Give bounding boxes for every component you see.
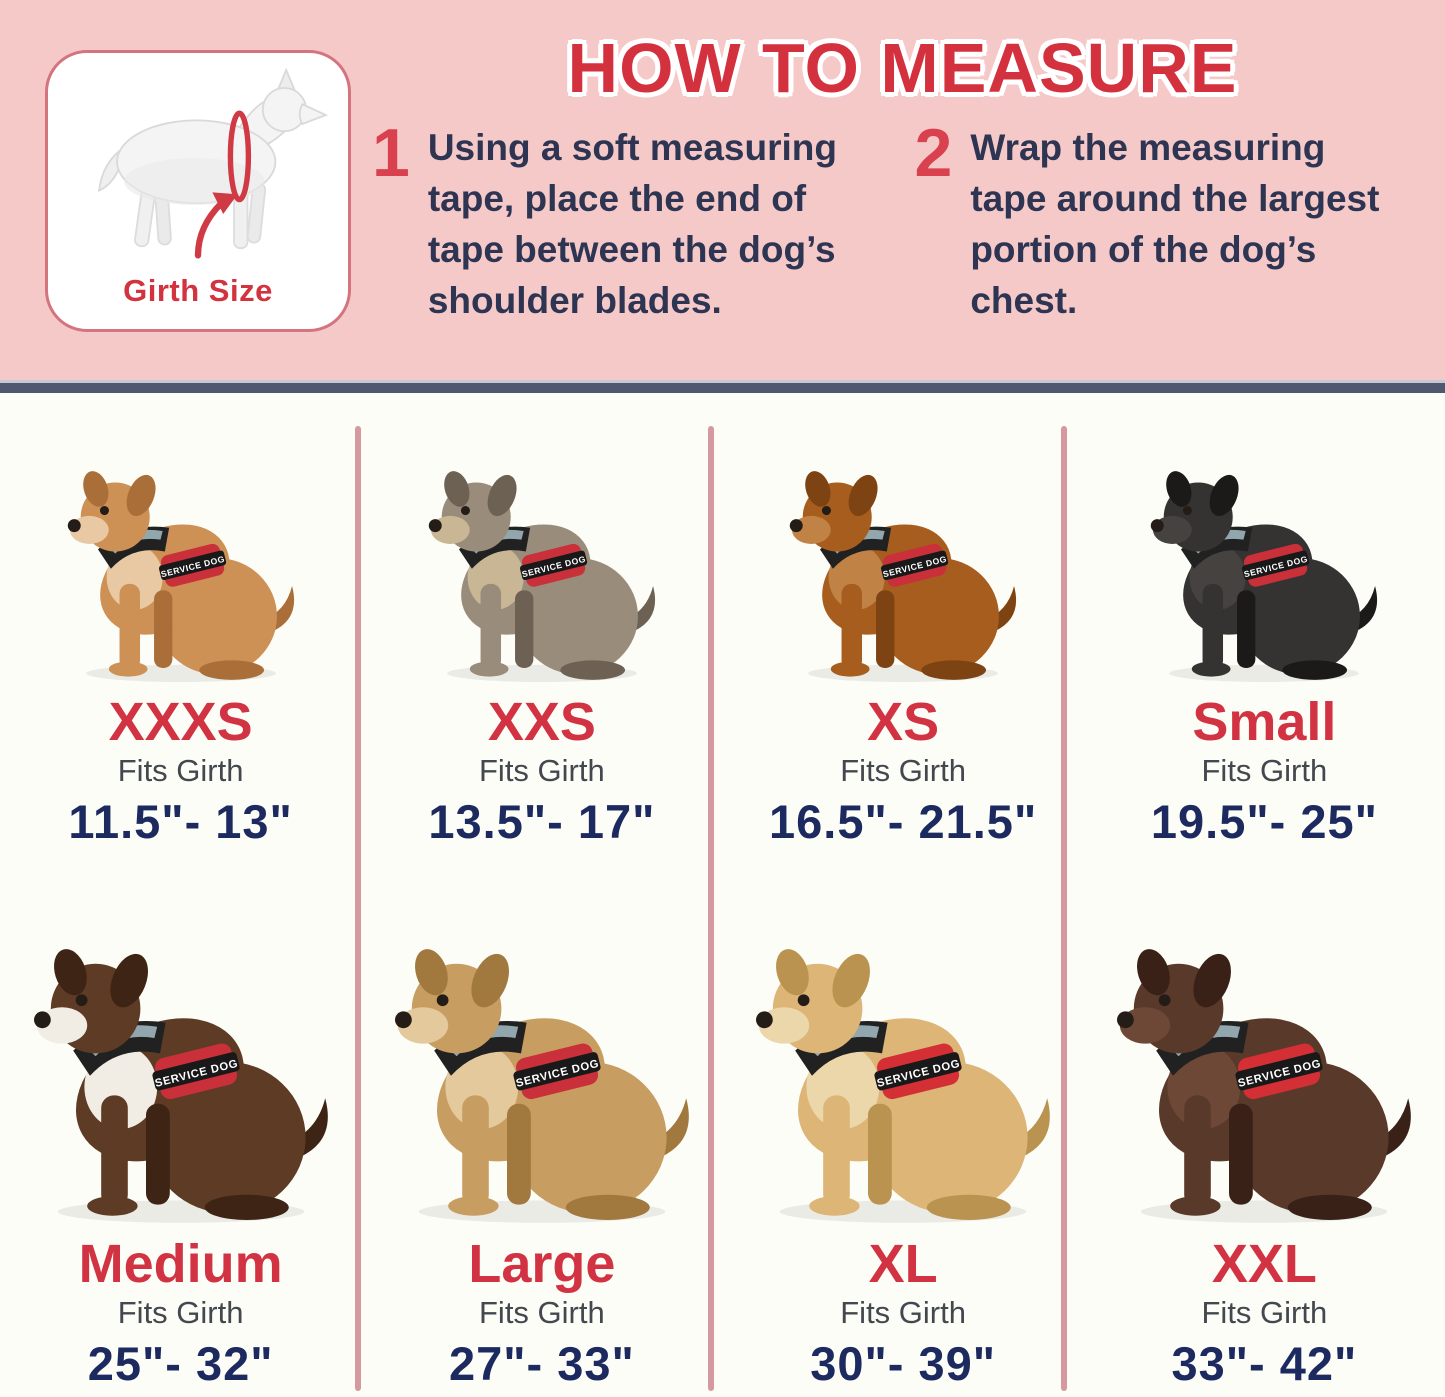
girth-size-box: Girth Size bbox=[45, 50, 351, 332]
size-grid: XXXS Fits Girth 11.5"- 13" XXS Fits Girt… bbox=[0, 393, 1445, 1397]
size-cell-xxl: XXL Fits Girth 33"- 42" bbox=[1084, 855, 1445, 1397]
girth-range: 13.5"- 17" bbox=[428, 794, 656, 848]
size-name: XXL bbox=[1211, 1233, 1317, 1294]
step-2-text: Wrap the measuring tape around the large… bbox=[970, 127, 1380, 322]
girth-range: 27"- 33" bbox=[448, 1336, 635, 1390]
fits-girth-label: Fits Girth bbox=[117, 753, 244, 789]
section-divider bbox=[0, 380, 1445, 393]
column-divider bbox=[1060, 426, 1067, 1391]
fits-girth-label: Fits Girth bbox=[840, 1295, 966, 1331]
size-name: Medium bbox=[78, 1233, 283, 1294]
dog-photo-xxl bbox=[1103, 930, 1425, 1230]
fits-girth-label: Fits Girth bbox=[479, 1295, 605, 1331]
girth-range: 25"- 32" bbox=[87, 1336, 274, 1390]
girth-dog-illustration bbox=[97, 67, 329, 259]
step-2-number: 2 bbox=[914, 115, 953, 191]
instruction-steps: 1 Using a soft measuring tape, place the… bbox=[372, 115, 1432, 326]
dog-photo-xxxs bbox=[57, 456, 305, 688]
girth-range: 19.5"- 25" bbox=[1150, 794, 1378, 848]
size-name: Large bbox=[468, 1233, 616, 1294]
page-title: HOW TO MEASURE bbox=[567, 29, 1238, 107]
fits-girth-label: Fits Girth bbox=[117, 1295, 244, 1331]
size-name: XXXS bbox=[108, 691, 253, 752]
girth-range: 11.5"- 13" bbox=[68, 794, 293, 848]
column-divider bbox=[355, 426, 362, 1391]
size-name: XS bbox=[867, 691, 940, 752]
size-cell-xs: XS Fits Girth 16.5"- 21.5" bbox=[723, 393, 1084, 855]
girth-arrow-head bbox=[212, 192, 238, 214]
size-cell-small: Small Fits Girth 19.5"- 25" bbox=[1084, 393, 1445, 855]
size-name: XL bbox=[868, 1233, 938, 1294]
size-cell-medium: Medium Fits Girth 25"- 32" bbox=[0, 855, 361, 1397]
dog-photo-medium bbox=[20, 930, 342, 1230]
girth-range: 16.5"- 21.5" bbox=[769, 794, 1038, 848]
dog-muzzle bbox=[298, 103, 329, 126]
dog-photo-large bbox=[381, 930, 703, 1230]
step-2: 2 Wrap the measuring tape around the lar… bbox=[914, 115, 1432, 326]
dog-photo-small bbox=[1140, 456, 1388, 688]
size-cell-xl: XL Fits Girth 30"- 39" bbox=[723, 855, 1084, 1397]
girth-range: 30"- 39" bbox=[810, 1336, 997, 1390]
fits-girth-label: Fits Girth bbox=[840, 753, 966, 789]
size-name: XXS bbox=[487, 691, 596, 752]
step-1-number: 1 bbox=[372, 115, 410, 191]
size-cell-large: Large Fits Girth 27"- 33" bbox=[361, 855, 722, 1397]
header: Girth Size HOW TO MEASURE 1 Using a soft… bbox=[0, 0, 1445, 380]
girth-band bbox=[227, 110, 252, 203]
dog-photo-xxs bbox=[418, 456, 666, 688]
step-1: 1 Using a soft measuring tape, place the… bbox=[372, 115, 889, 326]
size-name: Small bbox=[1192, 691, 1337, 752]
size-cell-xxxs: XXXS Fits Girth 11.5"- 13" bbox=[0, 393, 361, 855]
fits-girth-label: Fits Girth bbox=[479, 753, 605, 789]
girth-size-label: Girth Size bbox=[123, 273, 273, 308]
step-1-text: Using a soft measuring tape, place the e… bbox=[427, 127, 837, 322]
column-divider bbox=[707, 426, 714, 1391]
fits-girth-label: Fits Girth bbox=[1201, 753, 1328, 789]
girth-arrow-line bbox=[194, 200, 225, 259]
dog-photo-xl bbox=[742, 930, 1064, 1230]
fits-girth-label: Fits Girth bbox=[1201, 1295, 1328, 1331]
dog-photo-xs bbox=[779, 456, 1027, 688]
girth-range: 33"- 42" bbox=[1171, 1336, 1358, 1390]
size-cell-xxs: XXS Fits Girth 13.5"- 17" bbox=[361, 393, 722, 855]
